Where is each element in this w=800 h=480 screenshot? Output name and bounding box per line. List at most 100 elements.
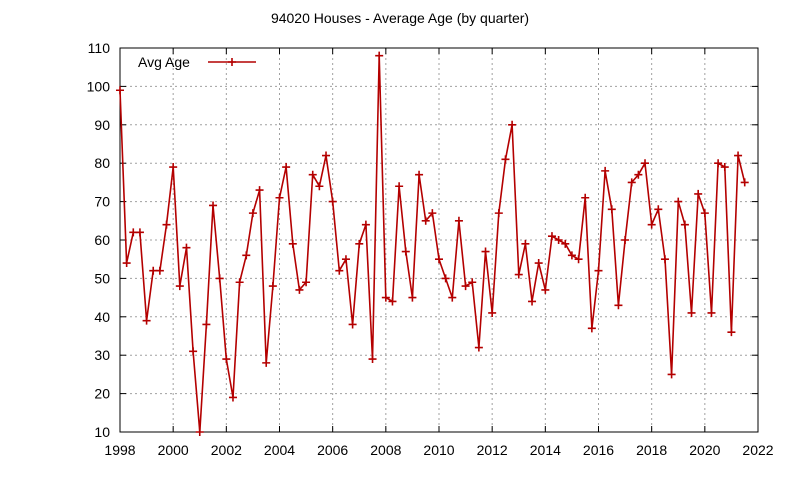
data-point [155,266,164,275]
y-tick-label: 80 [94,155,110,171]
y-tick-label: 40 [94,309,110,325]
data-point [122,259,131,268]
data-point [361,220,370,229]
x-tick-label: 2002 [211,442,242,458]
data-point [428,209,437,218]
data-point [461,282,470,291]
x-tick-label: 2018 [636,442,667,458]
data-point [388,297,397,306]
data-point [189,347,198,356]
data-point [514,270,523,279]
data-point [135,228,144,237]
data-point [634,170,643,179]
data-point [647,220,656,229]
data-point [680,220,689,229]
data-point [494,209,503,218]
data-point [541,285,550,294]
data-point [328,197,337,206]
data-point [381,293,390,302]
data-point [368,355,377,364]
data-point [641,159,650,168]
x-tick-label: 1998 [104,442,135,458]
data-point [707,308,716,317]
data-point [209,201,218,210]
series-avg-age [116,51,749,436]
x-tick-label: 2000 [158,442,189,458]
data-point [408,293,417,302]
x-tick-label: 2006 [317,442,348,458]
data-point [355,239,364,248]
x-tick-label: 2016 [583,442,614,458]
data-point [288,239,297,248]
data-point [567,251,576,260]
data-point [322,151,331,160]
data-point [454,216,463,225]
data-point [228,393,237,402]
data-point [581,193,590,202]
data-point [262,358,271,367]
x-tick-label: 2012 [477,442,508,458]
chart-title: 94020 Houses - Average Age (by quarter) [271,10,529,26]
y-tick-label: 30 [94,347,110,363]
y-tick-label: 70 [94,194,110,210]
data-point [282,163,291,172]
x-tick-label: 2014 [530,442,561,458]
data-point [660,255,669,264]
data-point [528,297,537,306]
y-tick-label: 100 [87,78,111,94]
y-tick-label: 90 [94,117,110,133]
x-tick-label: 2010 [423,442,454,458]
data-point [488,308,497,317]
data-point [421,216,430,225]
series-line [119,54,746,433]
data-point [441,274,450,283]
data-point [534,259,543,268]
data-point [621,236,630,244]
data-point [700,209,709,218]
y-tick-label: 10 [94,424,110,440]
data-point [474,343,483,352]
data-point [315,182,324,191]
data-point [654,205,663,214]
data-point [268,282,277,291]
data-point [435,255,443,264]
data-point [727,328,736,337]
data-point [162,220,171,229]
data-point [295,285,304,294]
data-point [255,186,264,195]
data-point [116,86,124,95]
data-point [242,251,251,260]
data-point [501,155,510,164]
data-point [308,170,317,179]
data-point [481,247,490,256]
data-point [375,51,384,60]
data-point [547,232,556,241]
y-tick-label: 110 [88,40,111,56]
data-point [508,120,517,129]
y-tick-label: 50 [94,270,110,286]
data-point [574,255,583,264]
data-point [202,320,211,329]
data-point [607,205,616,214]
data-point [182,243,191,252]
data-point [395,182,404,191]
data-point [587,324,596,333]
data-point [415,170,424,179]
data-point [720,163,729,172]
data-point [561,239,570,248]
data-point [734,151,743,160]
grid [120,48,758,432]
data-point [468,278,477,287]
x-tick-label: 2022 [742,442,773,458]
data-point [275,193,284,202]
axes: 10 20 30 40 50 60 70 80 90 100 110 1998 2000 2002 2004… [87,40,774,458]
data-point [401,247,410,256]
legend-label: Avg Age [138,54,190,70]
data-point [674,197,683,206]
data-point [554,236,563,244]
data-point [694,189,703,198]
data-point [142,316,151,325]
data-point [448,293,457,302]
data-point [195,428,204,436]
